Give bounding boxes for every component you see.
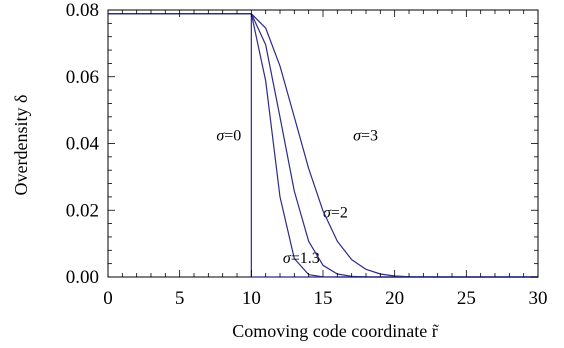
y-tick-label: 0.04 (66, 134, 100, 155)
x-tick-label: 5 (175, 288, 185, 309)
series-annotation: σ=0 (216, 127, 241, 144)
series-line-sigma-2 (108, 13, 538, 278)
series-annotation: σ=3 (353, 127, 378, 144)
series-line-sigma-3 (108, 13, 538, 278)
y-tick-label: 0.00 (66, 267, 99, 288)
series-line-sigma-1-3 (108, 13, 538, 278)
x-tick-label: 20 (385, 288, 404, 309)
series-annotation: σ=1.3 (283, 250, 320, 267)
tick-marks (107, 9, 539, 278)
y-tick-label: 0.08 (66, 0, 99, 21)
x-tick-label: 15 (314, 288, 333, 309)
x-axis-label: Comoving code coordinate r̃ (232, 321, 439, 341)
series-line-sigma-0 (108, 13, 538, 278)
y-tick-label: 0.02 (66, 200, 99, 221)
plot-area: σ=0 σ=1.3 σ=2 σ=3 (107, 9, 539, 278)
x-tick-label: 0 (103, 288, 113, 309)
series-annotation: σ=2 (323, 205, 348, 222)
y-tick-label: 0.06 (66, 67, 99, 88)
plot-frame (107, 9, 539, 278)
x-tick-label: 25 (457, 288, 476, 309)
tick-labels: 0 5 10 15 20 25 30 0.00 0.02 0.04 0.06 0.08 (66, 0, 548, 309)
x-tick-label: 30 (529, 288, 548, 309)
x-tick-label: 10 (242, 288, 261, 309)
y-axis-label: Overdensity δ (11, 95, 31, 196)
